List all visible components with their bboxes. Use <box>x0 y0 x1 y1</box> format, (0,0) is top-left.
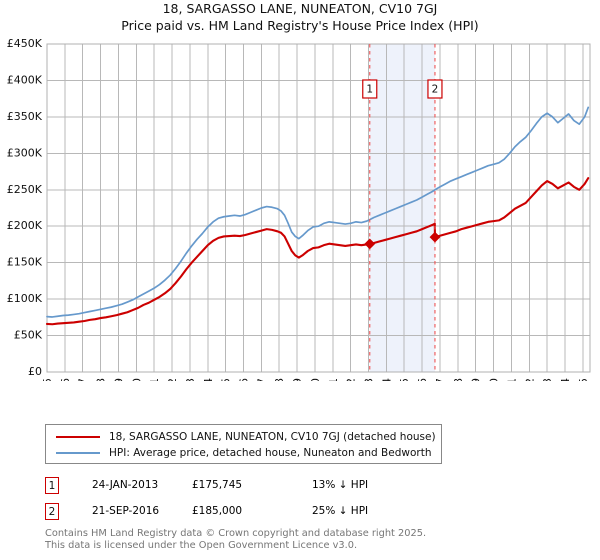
x-axis-tick-label: 2000 <box>130 378 143 381</box>
transaction-point-2 <box>429 231 441 243</box>
legend-swatch-price-paid <box>56 436 100 438</box>
x-axis-tick-label: 2013 <box>363 378 376 381</box>
legend-label-hpi: HPI: Average price, detached house, Nune… <box>109 447 432 459</box>
x-axis-tick-label: 2004 <box>202 378 215 381</box>
transaction-badge-2: 2 <box>45 502 59 520</box>
y-axis-tick-label: £0 <box>28 365 42 378</box>
y-axis-tick-label: £150K <box>7 256 43 269</box>
x-axis-tick-label: 2019 <box>470 378 483 381</box>
chart-svg: £0 £50K £100K £150K £200K £250K £300K £350K £400… <box>7 37 591 381</box>
x-axis-tick-label: 2003 <box>184 378 197 381</box>
x-axis-tick-label: 1998 <box>95 378 108 381</box>
transaction-point-1 <box>364 238 376 250</box>
transaction-date-1: 24-JAN-2013 <box>92 479 159 491</box>
hpi-line <box>46 106 590 318</box>
chart-plot-area: £0 £50K £100K £150K £200K £250K £300K £350K £400… <box>0 36 600 381</box>
transaction-callout-label-1: 1 <box>366 84 373 96</box>
table-row: 1 24-JAN-2013 £175,745 13% ↓ HPI <box>45 472 445 498</box>
table-row: 2 21-SEP-2016 £185,000 25% ↓ HPI <box>45 498 445 524</box>
transaction-callout-box-2 <box>427 79 443 99</box>
transaction-period-band <box>369 44 435 372</box>
x-axis-tick-label: 1997 <box>77 378 90 381</box>
x-axis-tick-label: 2017 <box>434 378 447 381</box>
x-axis-tick-label: 2020 <box>488 378 501 381</box>
x-axis-tick-label: 2002 <box>166 378 179 381</box>
transaction-badge-1: 1 <box>45 476 59 494</box>
x-axis-tick-label: 2018 <box>452 378 465 381</box>
y-axis-tick-label: £100K <box>7 292 43 305</box>
x-axis-tick-label: 1995 <box>41 378 54 381</box>
x-axis-tick-label: 2021 <box>505 378 518 381</box>
y-axis-tick-label: £450K <box>7 37 43 50</box>
x-axis-tick-label: 2024 <box>559 378 572 381</box>
price-paid-line <box>45 177 590 326</box>
x-axis-tick-label: 2008 <box>273 378 286 381</box>
transaction-hpi-delta-2: 25% ↓ HPI <box>312 505 369 517</box>
chart-title-block: 18, SARGASSO LANE, NUNEATON, CV10 7GJ Pr… <box>0 0 600 34</box>
y-axis-tick-label: £50K <box>14 329 43 342</box>
x-axis-tick-label: 2007 <box>255 378 268 381</box>
x-axis-tick-label: 2006 <box>237 378 250 381</box>
transaction-callout-box-1 <box>362 79 378 99</box>
attribution-footer: Contains HM Land Registry data © Crown c… <box>45 528 585 551</box>
y-axis-tick-label: £350K <box>7 110 43 123</box>
chart-legend: 18, SARGASSO LANE, NUNEATON, CV10 7GJ (d… <box>45 424 442 464</box>
transactions-table: 1 24-JAN-2013 £175,745 13% ↓ HPI 2 21-SE… <box>45 472 445 524</box>
transaction-callout-label-2: 2 <box>432 84 439 96</box>
legend-item-hpi: HPI: Average price, detached house, Nune… <box>52 445 435 461</box>
transaction-hpi-delta-1: 13% ↓ HPI <box>312 479 369 491</box>
legend-label-price-paid: 18, SARGASSO LANE, NUNEATON, CV10 7GJ (d… <box>109 431 436 443</box>
page-title: 18, SARGASSO LANE, NUNEATON, CV10 7GJ <box>162 1 438 16</box>
x-axis-tick-label: 2022 <box>523 378 536 381</box>
footer-line-2: This data is licensed under the Open Gov… <box>45 539 358 551</box>
x-axis-tick-label: 2015 <box>398 378 411 381</box>
x-axis-tick-label: 1999 <box>112 378 125 381</box>
y-axis-tick-label: £200K <box>7 219 43 232</box>
x-axis-tick-label: 2010 <box>309 378 322 381</box>
y-axis-tick-label: £250K <box>7 183 43 196</box>
x-axis-tick-label: 2009 <box>291 378 304 381</box>
x-axis-tick-label: 2014 <box>380 378 393 381</box>
plot-frame <box>46 43 591 373</box>
x-axis-tick-label: 2025 <box>577 378 590 381</box>
x-axis-tick-label: 2012 <box>345 378 358 381</box>
x-axis-tick-label: 1996 <box>59 378 72 381</box>
x-axis-tick-label: 2001 <box>148 378 161 381</box>
x-axis-tick-label: 2005 <box>220 378 233 381</box>
x-axis-tick-label: 2011 <box>327 378 340 381</box>
y-axis-tick-label: £300K <box>7 146 43 159</box>
transaction-price-2: £185,000 <box>192 505 243 517</box>
x-axis-tick-label: 2016 <box>416 378 429 381</box>
chart-subtitle: Price paid vs. HM Land Registry's House … <box>121 18 479 33</box>
footer-line-1: Contains HM Land Registry data © Crown c… <box>45 528 427 539</box>
legend-swatch-hpi <box>56 452 100 454</box>
legend-item-price-paid: 18, SARGASSO LANE, NUNEATON, CV10 7GJ (d… <box>52 429 436 445</box>
y-axis-tick-label: £400K <box>7 73 43 86</box>
transaction-price-1: £175,745 <box>192 479 243 491</box>
x-axis-tick-label: 2023 <box>541 378 554 381</box>
transaction-date-2: 21-SEP-2016 <box>92 505 160 517</box>
